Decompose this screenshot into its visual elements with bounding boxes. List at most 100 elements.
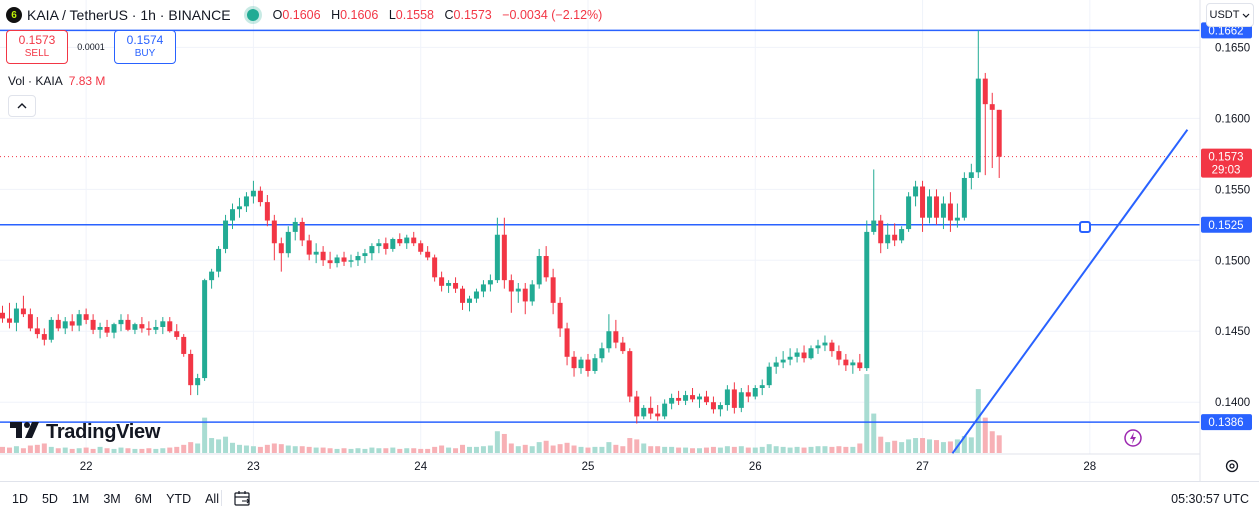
volume-bar [787, 447, 793, 453]
change-value: −0.0034 (−2.12%) [502, 8, 603, 22]
gear-icon[interactable] [1224, 458, 1240, 474]
price-axis: 0.1650 0.1600 0.1550 0.1500 0.1450 0.1400 [1215, 42, 1250, 409]
candle-body [738, 392, 744, 408]
candle [634, 390, 640, 424]
candle [641, 405, 647, 420]
volume-bar [104, 448, 110, 453]
volume-bar [885, 442, 891, 453]
range-button-3m[interactable]: 3M [103, 492, 121, 506]
candle-body [975, 78, 981, 173]
volume-bar [62, 447, 68, 453]
volume-bar [480, 446, 486, 453]
symbol-header: 6 KAIA / TetherUS · 1h · BINANCE O0.1606… [6, 5, 609, 25]
candle-body [62, 321, 68, 329]
candle-body [411, 237, 417, 244]
volume-bar [627, 438, 633, 453]
range-button-1d[interactable]: 1D [12, 492, 28, 506]
volume-bar [585, 447, 591, 453]
x-tick-label: 24 [414, 461, 427, 473]
candle-body [697, 396, 702, 400]
candle-body [418, 243, 424, 252]
countdown-value: 29:03 [1212, 165, 1241, 177]
range-button-1m[interactable]: 1M [71, 492, 90, 506]
volume-bar [174, 446, 180, 453]
candle [271, 214, 277, 261]
volume-bar [899, 442, 905, 453]
market-status-icon[interactable] [246, 9, 259, 21]
utc-clock[interactable]: 05:30:57 UTC [1171, 492, 1249, 506]
volume-bar [529, 446, 535, 453]
candle-body [752, 388, 758, 397]
sell-button[interactable]: 0.1573 SELL [6, 30, 68, 64]
trendline-line[interactable] [951, 129, 1189, 454]
candle [766, 362, 772, 389]
volume-bar [264, 444, 270, 453]
candle-body [655, 413, 661, 417]
volume-bar [460, 444, 466, 453]
volume-legend[interactable]: Vol · KAIA 7.83 M [8, 74, 105, 88]
candle [376, 238, 382, 254]
volume-bar [676, 447, 682, 453]
volume-bar [989, 431, 995, 453]
range-button-all[interactable]: All [205, 492, 219, 506]
candle-body [501, 234, 507, 281]
trade-buttons: 0.1573 SELL 0.0001 0.1574 BUY [6, 30, 176, 64]
candle [522, 282, 528, 315]
volume-bar [878, 436, 884, 453]
candle-body [710, 402, 716, 410]
candle-body [223, 220, 229, 249]
volume-bar [543, 440, 549, 453]
collapse-legend-button[interactable] [8, 95, 36, 117]
candle-body [676, 397, 682, 401]
symbol-title[interactable]: KAIA / TetherUS · 1h · BINANCE [27, 7, 231, 23]
buy-label: BUY [134, 48, 156, 59]
x-tick-label: 25 [582, 461, 595, 473]
flash-icon[interactable] [1124, 429, 1142, 447]
candle [453, 277, 459, 293]
volume-bar [766, 444, 772, 453]
candle-body [947, 203, 953, 221]
candle [146, 321, 152, 336]
candle-body [160, 321, 166, 327]
volume-bar [599, 446, 605, 453]
volume-bar [285, 445, 291, 453]
candle [473, 288, 479, 303]
volume-bar [613, 444, 619, 453]
currency-select[interactable]: USDT [1206, 3, 1254, 27]
candle [947, 192, 953, 232]
volume-bar [20, 448, 26, 453]
candle [913, 180, 919, 207]
tradingview-logo[interactable]: TradingView [10, 420, 160, 444]
candle [188, 349, 194, 396]
candle [515, 282, 521, 303]
candle-body [982, 78, 988, 105]
candle-body [383, 243, 389, 249]
volume-bar [968, 437, 974, 453]
volume-bars [0, 374, 1002, 453]
candle [703, 390, 709, 406]
level-label-bg [1201, 414, 1252, 431]
volume-bar [724, 446, 730, 453]
range-button-6m[interactable]: 6M [134, 492, 153, 506]
candle [968, 163, 974, 190]
candle-body [933, 196, 939, 218]
range-button-5d[interactable]: 5D [41, 492, 58, 506]
volume-bar [940, 442, 946, 453]
trendline-handle[interactable] [1079, 221, 1091, 233]
volume-value: 7.83 M [68, 74, 106, 88]
candle-body [801, 352, 807, 359]
candle-body [243, 196, 249, 207]
buy-button[interactable]: 0.1574 BUY [114, 30, 176, 64]
candle [299, 217, 305, 247]
candle [76, 309, 82, 332]
calendar-icon[interactable] [234, 490, 252, 506]
volume-bar [6, 447, 12, 453]
candle-body [480, 284, 486, 292]
candle-body [829, 342, 835, 352]
y-tick-label: 0.1550 [1215, 184, 1250, 196]
range-button-ytd[interactable]: YTD [166, 492, 192, 506]
volume-bar [202, 417, 208, 453]
ohlc-values: O0.1606 H0.1606 L0.1558 C0.1573 −0.0034 … [273, 8, 610, 22]
candle-body [264, 202, 270, 221]
